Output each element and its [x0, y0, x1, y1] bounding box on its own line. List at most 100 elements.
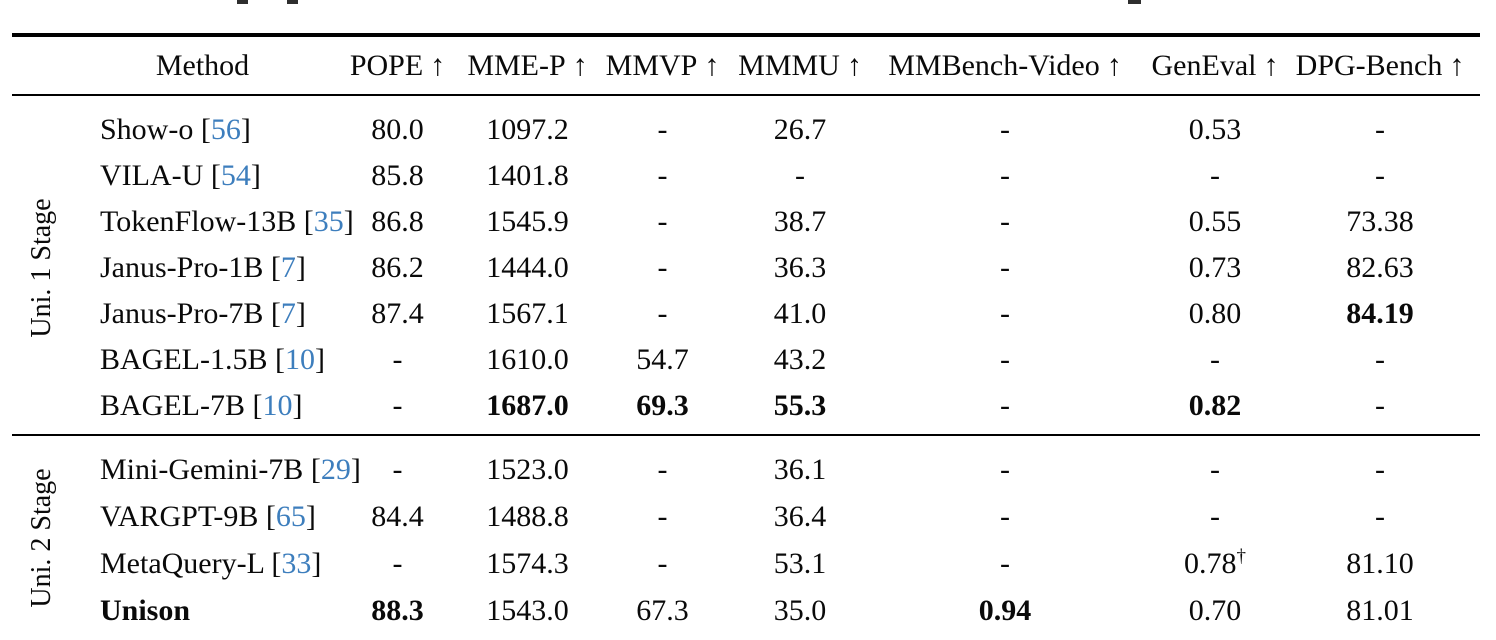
cell-mme-p: 1687.0: [486, 389, 569, 422]
cell-geneval: -: [1210, 499, 1220, 533]
table-row: TokenFlow-13B [35] 86.8 1545.9 - 38.7 - 0.55 73…: [70, 199, 1470, 245]
cell-mmbench-video: -: [1000, 499, 1010, 533]
cell-mme-p: 1543.0: [486, 593, 569, 627]
cell-mmvp: -: [657, 499, 668, 533]
column-header-mmvp: MMVP ↑: [595, 49, 730, 83]
cell-pope: -: [392, 389, 403, 422]
cell-pope: 88.3: [371, 593, 424, 627]
table-header-rule: [12, 94, 1480, 96]
citation-link[interactable]: 56: [210, 113, 241, 146]
citation-link[interactable]: 10: [262, 389, 293, 422]
cell-mme-p: 1097.2: [486, 113, 569, 146]
citation-link[interactable]: 29: [320, 452, 351, 486]
cell-pope: -: [392, 343, 403, 376]
cell-mmbench-video: -: [1000, 251, 1010, 284]
method-name: MetaQuery-L [33]: [100, 546, 322, 580]
cell-pope: 86.8: [371, 205, 424, 238]
cell-geneval: -: [1210, 343, 1220, 376]
table-row: MetaQuery-L [33] - 1574.3 - 53.1 - 0.78† 81.10: [70, 540, 1470, 587]
cell-dpg-bench: 81.10: [1346, 546, 1414, 580]
column-header-label: POPE: [349, 48, 424, 82]
cell-mmvp: -: [657, 546, 668, 580]
column-header-method: Method: [70, 49, 335, 83]
column-header-mmmu: MMMU ↑: [730, 49, 870, 83]
cell-pope: 85.8: [371, 159, 424, 192]
citation-link[interactable]: 7: [280, 297, 296, 330]
cell-mmmu: 36.4: [773, 499, 827, 533]
cell-dpg-bench: -: [1375, 452, 1385, 486]
method-name: BAGEL-7B [10]: [100, 389, 303, 422]
cell-dpg-bench: -: [1375, 343, 1385, 376]
cell-mmbench-video: -: [1000, 113, 1010, 146]
cell-mmmu: -: [795, 159, 805, 192]
cell-dpg-bench: 84.19: [1346, 297, 1414, 330]
cell-geneval: 0.53: [1188, 113, 1242, 146]
column-header-label: DPG-Bench: [1295, 48, 1443, 82]
method-name: VARGPT-9B [65]: [100, 499, 316, 533]
up-arrow-icon: ↑: [704, 48, 720, 82]
cell-mme-p: 1488.8: [486, 499, 569, 533]
citation-link[interactable]: 7: [280, 251, 296, 284]
cell-mmmu: 55.3: [773, 389, 827, 422]
cell-dpg-bench: -: [1375, 113, 1385, 146]
up-arrow-icon: ↑: [572, 48, 588, 82]
table-row: BAGEL-7B [10] - 1687.0 69.3 55.3 - 0.82 -: [70, 383, 1470, 429]
cell-geneval: 0.78†: [1184, 545, 1246, 580]
column-header-dpg-bench: DPG-Bench ↑: [1290, 49, 1470, 83]
cell-pope: 84.4: [371, 499, 424, 533]
cell-mme-p: 1523.0: [486, 452, 569, 486]
table-row: Janus-Pro-7B [7] 87.4 1567.1 - 41.0 - 0.80 84.1…: [70, 291, 1470, 337]
cell-geneval: -: [1210, 159, 1220, 192]
cell-dpg-bench: 81.01: [1346, 593, 1414, 627]
citation-link[interactable]: 33: [281, 546, 312, 580]
section-uni-1-stage-rows: Show-o [56] 80.0 1097.2 - 26.7 - 0.53 - VILA-U […: [70, 107, 1470, 429]
cropped-caption-fragment: [237, 0, 248, 4]
column-header-label: MMMU: [738, 48, 840, 82]
cell-mmmu: 26.7: [773, 113, 827, 146]
cell-mmmu: 41.0: [773, 297, 827, 330]
table-header-row: Method POPE ↑ MME-P ↑ MMVP ↑ MMMU ↑ MMBench-…: [70, 37, 1470, 94]
cell-dpg-bench: 73.38: [1346, 205, 1414, 238]
method-name: Show-o [56]: [100, 113, 251, 146]
column-header-mmbench-video: MMBench-Video ↑: [870, 49, 1140, 83]
cell-dpg-bench: -: [1375, 389, 1385, 422]
citation-link[interactable]: 65: [275, 499, 306, 533]
up-arrow-icon: ↑: [1106, 48, 1122, 82]
cell-mmmu: 43.2: [773, 343, 827, 376]
cropped-caption-fragment: [1128, 0, 1141, 4]
table-mid-rule: [12, 434, 1480, 436]
up-arrow-icon: ↑: [430, 48, 446, 82]
cell-mmvp: -: [657, 205, 668, 238]
cell-mmvp: -: [657, 159, 668, 192]
cell-mmmu: 35.0: [773, 593, 827, 627]
column-header-pope: POPE ↑: [335, 49, 460, 83]
cell-mmmu: 36.1: [773, 452, 827, 486]
cell-geneval: 0.70: [1188, 593, 1242, 627]
cell-geneval: 0.73: [1188, 251, 1242, 284]
table-row: BAGEL-1.5B [10] - 1610.0 54.7 43.2 - - -: [70, 337, 1470, 383]
cell-mmmu: 53.1: [773, 546, 827, 580]
cell-mme-p: 1401.8: [486, 159, 569, 192]
method-name: VILA-U [54]: [100, 159, 261, 192]
table-row: Mini-Gemini-7B [29] -1523.0-36.1- - -: [70, 446, 1470, 493]
citation-link[interactable]: 10: [285, 343, 315, 376]
citation-link[interactable]: 35: [313, 205, 344, 238]
up-arrow-icon: ↑: [846, 48, 862, 82]
method-name: BAGEL-1.5B [10]: [100, 343, 325, 376]
up-arrow-icon: ↑: [1449, 48, 1465, 82]
cell-pope: 86.2: [371, 251, 424, 284]
cell-mmbench-video: -: [1000, 452, 1010, 486]
cell-mmvp: -: [657, 297, 668, 330]
cell-pope: 80.0: [371, 113, 424, 146]
column-header-label: GenEval: [1151, 48, 1257, 82]
table-row: VILA-U [54] 85.8 1401.8 - - - - -: [70, 153, 1470, 199]
cell-mmmu: 36.3: [773, 251, 827, 284]
citation-link[interactable]: 54: [220, 159, 251, 192]
cell-mme-p: 1610.0: [486, 343, 569, 376]
cell-dpg-bench: -: [1375, 499, 1385, 533]
cell-mmbench-video: -: [1000, 205, 1010, 238]
cell-mmbench-video: -: [1000, 389, 1010, 422]
column-header-mme-p: MME-P ↑: [460, 49, 595, 83]
table-row: VARGPT-9B [65] 84.4 1488.8 - 36.4 - - -: [70, 493, 1470, 540]
cell-dpg-bench: 82.63: [1346, 251, 1414, 284]
